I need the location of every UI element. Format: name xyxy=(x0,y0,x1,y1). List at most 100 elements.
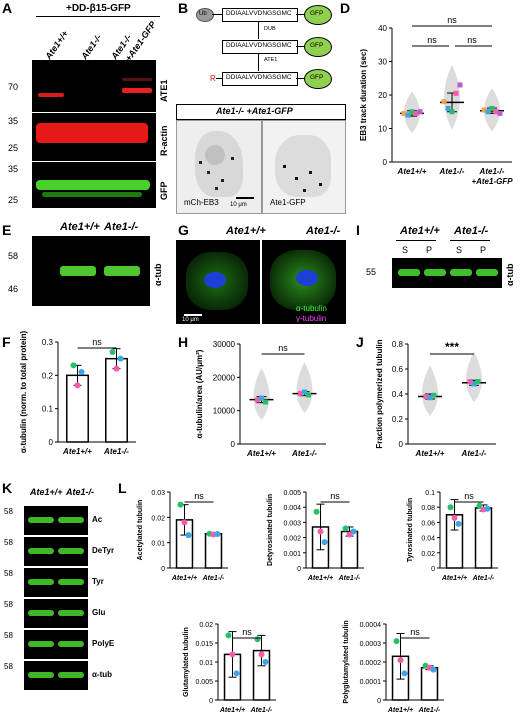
chart-l-polyglu-ytick-label-2: 0.0002 xyxy=(360,660,382,667)
chart-l-tyr-ytick-label-0: 0 xyxy=(431,566,435,573)
blot-a-mw-25b: 25 xyxy=(8,195,19,205)
chart-d-sig-0: ns xyxy=(447,15,457,25)
chart-h-ytick-label-0: 0 xyxy=(231,440,236,449)
chart-j-violin-0 xyxy=(422,365,438,416)
chart-d-point-0-0 xyxy=(401,110,407,116)
k-row-label-3: Tyr xyxy=(92,577,104,586)
chart-f-ytick-label-1: 0.1 xyxy=(42,405,54,414)
chart-d-point-2-1 xyxy=(485,109,491,115)
k-row-label-6: α-tub xyxy=(92,670,113,679)
panel-label-h: H xyxy=(178,334,189,350)
chart-j-ytick-label-3: 0.6 xyxy=(392,365,404,374)
chart-h-ytick-label-3: 30000 xyxy=(213,340,236,349)
chart-d-cat-2: Ate1-/- xyxy=(479,167,505,176)
chart-d-point-0-4 xyxy=(417,109,423,115)
chart-l-glu-ytick-label-3: 0.015 xyxy=(195,641,213,648)
panel-label-e: E xyxy=(2,222,12,238)
chart-l-glu-cat-0: Ate1+/+ xyxy=(219,707,245,714)
blot-e-mw-58: 58 xyxy=(8,251,19,261)
chart-h-ytick-label-1: 10000 xyxy=(213,407,236,416)
chart-d-cat-2-b: +Ate1-GFP xyxy=(471,177,513,186)
blot-a-mw-35: 35 xyxy=(8,116,19,126)
chart-f-point-0-1 xyxy=(74,382,81,389)
chart-h-point-1-0 xyxy=(298,390,303,396)
seq-box-1 xyxy=(222,8,298,22)
chart-f-point-1-1 xyxy=(113,365,120,372)
chart-l-detyr-sig: ns xyxy=(330,491,340,501)
chart-j-point-0-2 xyxy=(431,392,437,398)
blot-a-gfp xyxy=(32,162,156,208)
chart-l-tyr-bar-1 xyxy=(474,507,493,569)
blot-a-header: +DD-β15-GFP xyxy=(66,3,131,14)
chart-h-cat-1: Ate1-/- xyxy=(291,449,317,458)
chart-h-point-0-0 xyxy=(255,397,260,403)
i-sp-3: S xyxy=(456,245,463,255)
chart-f-point-1-2 xyxy=(117,355,124,362)
g-legend-alpha: α-tubulin xyxy=(296,304,327,313)
gfp-label-3: GFP xyxy=(310,74,324,81)
k-blot-5 xyxy=(24,630,88,659)
i-lane-1: Ate1+/+ xyxy=(400,225,440,237)
chart-l-polyglu-cat-0: Ate1+/+ xyxy=(387,707,413,714)
chart-l-acetyl-point-0-0 xyxy=(177,501,184,508)
chart-l-glu-ytick-label-4: 0.02 xyxy=(199,622,213,629)
chart-f-point-0-2 xyxy=(78,369,85,375)
chart-d-ytick-label-0: 0 xyxy=(383,158,388,167)
chart-d-point-2-0 xyxy=(481,107,487,113)
chart-l-tyr-ytick-label-3: 0.06 xyxy=(421,520,435,527)
k-mw-3: 58 xyxy=(4,569,13,578)
k-row-label-4: Glu xyxy=(92,608,106,617)
chart-l-polyglu-ytick-label-0: 0 xyxy=(377,698,381,705)
panel-label-g: G xyxy=(178,222,189,238)
chart-l-tyr-point-0-0 xyxy=(447,504,454,511)
chart-j-cat-1: Ate1-/- xyxy=(461,449,487,458)
panel-label-d: D xyxy=(340,0,351,16)
panel-label-f: F xyxy=(2,334,11,350)
blot-e xyxy=(32,236,150,306)
gfp-label-1: GFP xyxy=(310,10,324,17)
c-right-caption: Ate1-GFP xyxy=(270,198,306,207)
chart-f-ylabel: α-tubulin (norm. to total protein) xyxy=(19,331,28,454)
chart-h-ytick-label-2: 20000 xyxy=(213,373,236,382)
chart-j-ytick-label-0: 0 xyxy=(399,440,404,449)
chart-l-tyr-point-0-2 xyxy=(455,520,462,527)
chart-j-ylabel: Fraction polymerized tubulin xyxy=(375,339,384,448)
i-sp-2: P xyxy=(426,245,433,255)
chart-d-point-1-4 xyxy=(457,82,463,88)
chart-d-ytick-label-3: 30 xyxy=(378,58,387,67)
k-row-label-2: DeTyr xyxy=(92,546,115,555)
chart-l-glu-ytick-label-2: 0.01 xyxy=(199,660,213,667)
chart-l-glu-ytick-label-1: 0.005 xyxy=(195,679,213,686)
ub-node xyxy=(196,8,214,22)
chart-d-point-1-2 xyxy=(449,109,455,115)
chart-l-tyr-cat-0: Ate1+/+ xyxy=(441,575,467,582)
g-scale-text: 10 μm xyxy=(182,317,199,323)
blot-a-header-line xyxy=(36,16,160,17)
chart-j-ytick-label-1: 0.2 xyxy=(392,415,404,424)
k-mw-1: 58 xyxy=(4,507,13,516)
chart-j-point-1-0 xyxy=(467,379,473,384)
g-lane-1: Ate1+/+ xyxy=(226,225,266,237)
g-legend-gamma: γ-tubulin xyxy=(296,314,327,323)
panel-label-a: A xyxy=(2,0,13,16)
chart-l-glu-point-1-0 xyxy=(254,636,261,643)
chart-f-ytick-label-3: 0.3 xyxy=(42,338,54,347)
chart-l-polyglu-sig: ns xyxy=(410,627,420,637)
g-lane-2: Ate1-/- xyxy=(306,225,341,237)
chart-l-acetyl-sig: ns xyxy=(194,491,204,501)
chart-l-tyr-point-0-1 xyxy=(451,514,458,521)
chart-l-detyr-cat-0: Ate1+/+ xyxy=(307,575,333,582)
chart-d-point-1-0 xyxy=(441,99,447,105)
k-mw-2: 58 xyxy=(4,538,13,547)
dub-label: DUB xyxy=(264,26,276,32)
chart-l-glu-cat-1: Ate1-/- xyxy=(250,707,273,714)
chart-l-detyr-point-0-1 xyxy=(317,528,324,535)
gfp-node-3 xyxy=(304,69,332,89)
seq-box-3 xyxy=(222,72,298,86)
panel-label-l: L xyxy=(118,480,127,496)
chart-d-sig-2: ns xyxy=(467,35,477,45)
chart-l-detyr-point-1-2 xyxy=(350,528,357,535)
chart-d-ylabel: EB3 track duration (sec) xyxy=(359,49,368,141)
seq-text-2: DDIAALVVDNGSGMC xyxy=(226,42,292,49)
